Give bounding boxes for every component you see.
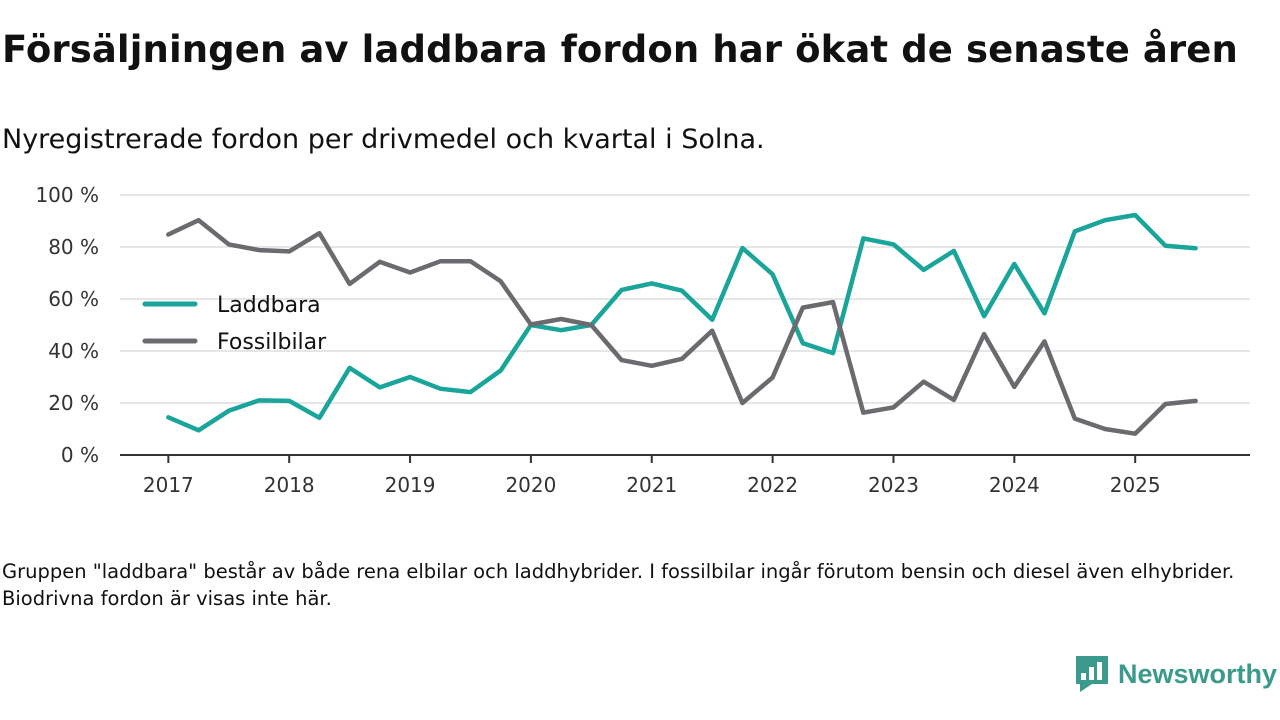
chart-subtitle: Nyregistrerade fordon per drivmedel och …: [2, 124, 765, 155]
legend-label-laddbara: Laddbara: [217, 293, 321, 318]
brand-logo: Newsworthy: [1074, 654, 1277, 694]
x-tick-label: 2023: [868, 473, 919, 497]
y-tick-label: 20 %: [48, 391, 99, 415]
y-tick-label: 100 %: [35, 183, 99, 207]
x-tick-label: 2022: [747, 473, 798, 497]
series-line-laddbara: [166, 212, 1198, 433]
chart-title: Försäljningen av laddbara fordon har öka…: [2, 28, 1238, 71]
x-tick-label: 2024: [989, 473, 1040, 497]
line-chart: 0 % 20 % 40 % 60 % 80 % 100 % 2017 2018 2019 2020…: [35, 183, 1250, 497]
x-tick-label: 2018: [264, 473, 315, 497]
gridlines: [120, 194, 1250, 404]
y-tick-label: 80 %: [48, 235, 99, 259]
brand-name: Newsworthy: [1118, 658, 1278, 689]
newsworthy-logo-icon: [1076, 656, 1108, 692]
x-tick-label: 2021: [626, 473, 677, 497]
series-lines: [166, 212, 1198, 436]
y-tick-label: 40 %: [48, 339, 99, 363]
footnote: Gruppen "laddbara" består av både rena e…: [2, 560, 1235, 610]
y-tick-label: 0 %: [61, 443, 99, 467]
legend: Laddbara Fossilbilar: [142, 293, 327, 355]
x-tick-label: 2020: [505, 473, 556, 497]
x-tick-label: 2019: [385, 473, 436, 497]
y-tick-label: 60 %: [48, 287, 99, 311]
x-tick-label: 2017: [143, 473, 194, 497]
axes: 0 % 20 % 40 % 60 % 80 % 100 % 2017 2018 2019 2020…: [35, 183, 1250, 497]
x-tick-label: 2025: [1110, 473, 1161, 497]
series-line-fossilbilar: [166, 217, 1198, 436]
legend-label-fossilbilar: Fossilbilar: [217, 330, 327, 355]
